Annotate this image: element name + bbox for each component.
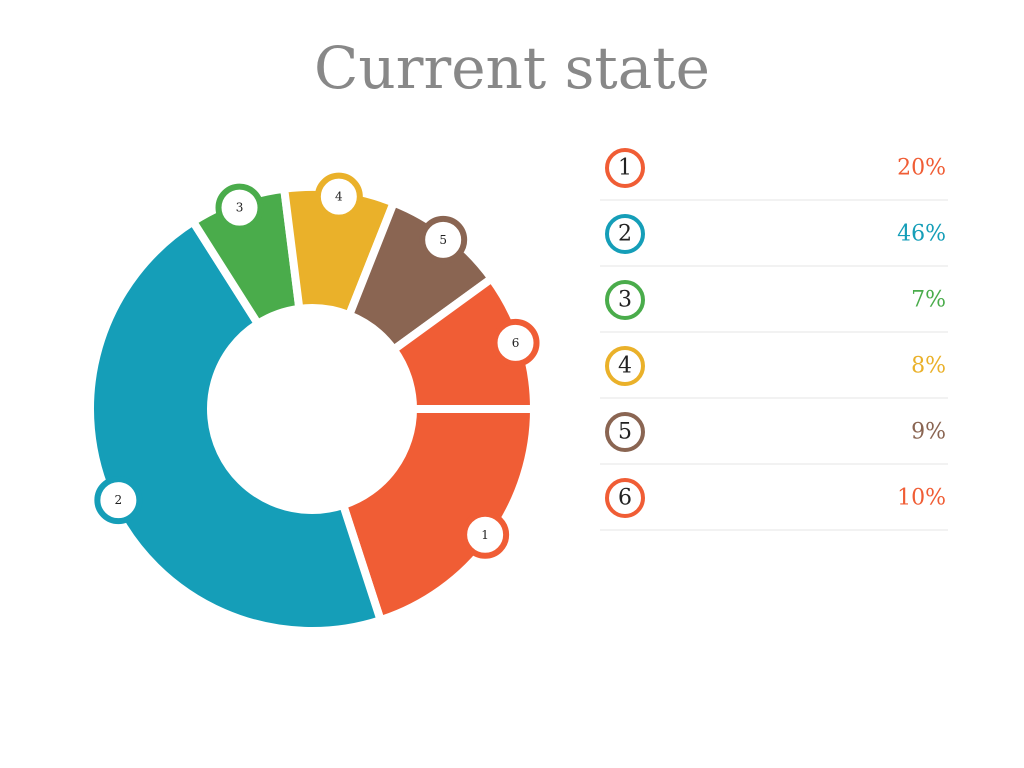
legend-label: 1: [618, 156, 632, 181]
slice-badge: [314, 172, 363, 221]
legend-badge: [605, 346, 645, 386]
legend-badge: [605, 214, 645, 254]
legend-label: 6: [618, 486, 632, 511]
legend-value: 8%: [911, 354, 946, 379]
legend-value: 20%: [897, 156, 946, 181]
legend-value: 7%: [911, 288, 946, 313]
legend-value: 10%: [897, 486, 946, 511]
legend-value: 9%: [911, 420, 946, 445]
slice-badge: [94, 476, 143, 525]
donut-slice: [338, 405, 539, 626]
slice-label: 4: [335, 190, 343, 204]
slice-label: 6: [512, 336, 520, 350]
legend-badge: [605, 478, 645, 518]
chart-title: Current state: [314, 34, 710, 102]
slice-badge: [461, 510, 510, 559]
slice-label: 1: [481, 528, 489, 542]
legend-label: 3: [618, 288, 632, 313]
legend-label: 4: [618, 354, 632, 379]
legend-badge: [605, 148, 645, 188]
slice-badge: [491, 318, 540, 367]
legend-value: 46%: [897, 222, 946, 247]
slice-badge: [215, 183, 264, 232]
slice-label: 3: [236, 201, 244, 215]
legend-label: 2: [618, 222, 632, 247]
donut-slice: [388, 272, 539, 413]
donut-slice: [86, 216, 386, 635]
slice-label: 5: [439, 233, 447, 247]
legend-badge: [605, 412, 645, 452]
slice-badge: [419, 215, 468, 264]
legend-label: 5: [618, 420, 632, 445]
legend-badge: [605, 280, 645, 320]
slice-label: 2: [115, 493, 123, 507]
